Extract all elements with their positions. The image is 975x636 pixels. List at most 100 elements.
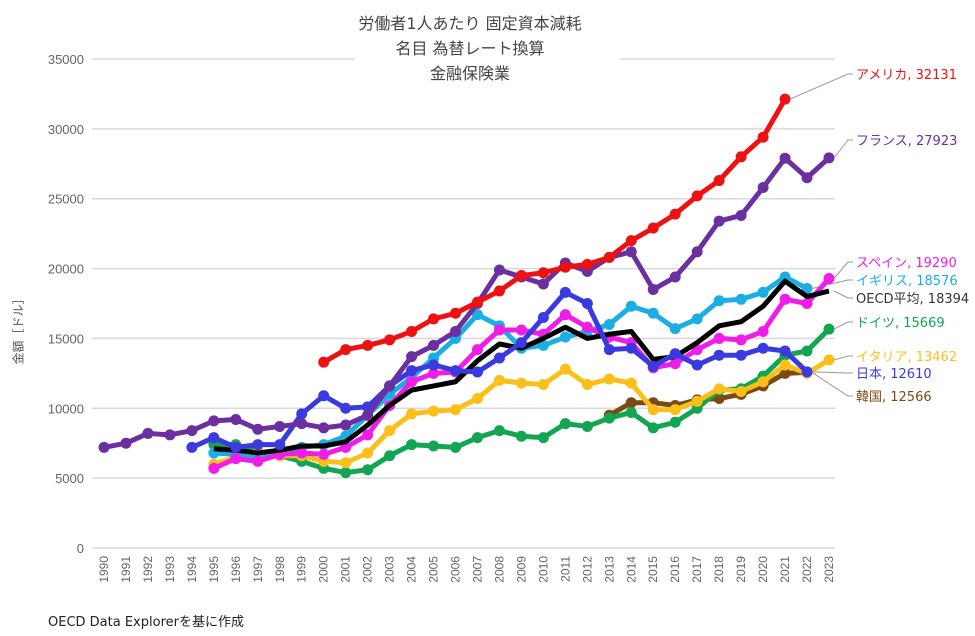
x-tick-label: 2001 — [339, 556, 353, 583]
x-tick-label: 2000 — [317, 556, 331, 583]
data-point-イギリス — [625, 300, 637, 312]
data-point-フランス — [669, 271, 681, 283]
data-point-イギリス — [669, 323, 681, 335]
data-point-フランス — [340, 419, 352, 431]
data-point-スペイン — [318, 448, 330, 460]
data-point-アメリカ — [559, 261, 571, 273]
data-point-アメリカ — [450, 307, 462, 319]
x-tick-label: 2008 — [492, 556, 506, 583]
data-point-イタリア — [537, 379, 549, 391]
data-point-イギリス — [537, 339, 549, 351]
data-point-フランス — [713, 215, 725, 227]
data-point-日本 — [274, 439, 286, 451]
data-point-スペイン — [581, 321, 593, 333]
data-point-日本 — [515, 337, 527, 349]
data-point-イタリア — [823, 354, 835, 366]
data-point-アメリカ — [735, 151, 747, 163]
leader-line — [789, 73, 853, 100]
data-point-イタリア — [669, 404, 681, 416]
x-tick-label: 2007 — [470, 556, 484, 583]
x-tick-label: 1998 — [273, 556, 287, 583]
data-point-日本 — [603, 344, 615, 356]
data-point-アメリカ — [779, 93, 791, 105]
data-point-フランス — [691, 246, 703, 258]
data-point-ドイツ — [406, 439, 418, 451]
data-point-アメリカ — [603, 251, 615, 263]
data-point-スペイン — [823, 272, 835, 284]
y-tick-label: 20000 — [48, 262, 84, 277]
data-point-ドイツ — [559, 418, 571, 430]
data-point-アメリカ — [493, 285, 505, 297]
data-point-イタリア — [647, 404, 659, 416]
data-point-アメリカ — [647, 222, 659, 234]
series-line-アメリカ — [322, 97, 788, 365]
data-point-ドイツ — [450, 441, 462, 453]
data-point-スペイン — [515, 324, 527, 336]
data-point-フランス — [625, 246, 637, 258]
data-point-イタリア — [581, 379, 593, 391]
x-tick-label: 2015 — [646, 556, 660, 583]
data-point-日本 — [801, 366, 813, 378]
data-point-ドイツ — [537, 432, 549, 444]
series-line-OECD平均 — [213, 278, 830, 456]
data-point-スペイン — [801, 298, 813, 309]
data-point-イタリア — [515, 377, 527, 389]
data-point-ドイツ — [581, 420, 593, 432]
data-point-日本 — [493, 352, 505, 364]
x-tick-label: 2003 — [383, 556, 397, 583]
series-end-label: OECD平均, 18394 — [856, 292, 969, 307]
data-point-フランス — [450, 325, 462, 337]
data-point-日本 — [230, 441, 242, 453]
x-tick-label: 1999 — [295, 556, 309, 583]
data-point-日本 — [735, 349, 747, 361]
x-tick-label: 2010 — [536, 556, 550, 583]
data-point-イタリア — [340, 457, 352, 469]
series-end-label: フランス, 27923 — [856, 134, 957, 149]
x-tick-label: 2014 — [624, 556, 638, 583]
data-point-アメリカ — [406, 325, 418, 337]
data-point-日本 — [625, 342, 637, 354]
data-point-日本 — [340, 402, 352, 414]
data-point-日本 — [537, 311, 549, 323]
data-point-日本 — [450, 365, 462, 377]
x-tick-label: 2022 — [800, 556, 814, 583]
data-point-イタリア — [713, 383, 725, 395]
data-point-スペイン — [428, 367, 440, 379]
data-point-スペイン — [735, 334, 747, 346]
data-point-イタリア — [603, 373, 615, 385]
y-tick-label: 15000 — [48, 331, 84, 346]
x-tick-label: 2020 — [756, 556, 770, 583]
y-tick-label: 10000 — [48, 401, 84, 416]
y-axis-label: 金額［ドル］ — [11, 292, 26, 365]
leader-line — [833, 261, 853, 279]
data-point-日本 — [779, 345, 791, 357]
data-point-フランス — [318, 422, 330, 434]
x-tick-label: 2023 — [822, 556, 836, 583]
x-tick-label: 1991 — [119, 556, 133, 583]
data-point-日本 — [406, 365, 418, 377]
data-point-アメリカ — [669, 208, 681, 220]
data-point-アメリカ — [318, 356, 330, 368]
data-point-フランス — [274, 420, 286, 432]
data-point-フランス — [428, 339, 440, 351]
data-point-アメリカ — [471, 296, 483, 308]
series-end-label: イギリス, 18576 — [856, 274, 958, 289]
data-point-フランス — [98, 441, 110, 453]
data-point-イギリス — [757, 286, 769, 298]
data-point-スペイン — [559, 309, 571, 321]
data-point-スペイン — [757, 325, 769, 337]
leader-line — [812, 371, 853, 374]
series-end-label: 日本, 12610 — [856, 367, 932, 382]
data-point-日本 — [186, 441, 198, 453]
data-point-イギリス — [559, 331, 571, 343]
data-point-スペイン — [779, 293, 791, 305]
data-point-イギリス — [735, 293, 747, 305]
data-point-ドイツ — [625, 406, 637, 418]
x-tick-label: 1992 — [141, 556, 155, 583]
data-point-ドイツ — [471, 432, 483, 444]
y-tick-label: 35000 — [48, 52, 84, 67]
x-tick-label: 1996 — [229, 556, 243, 583]
data-point-スペイン — [493, 324, 505, 336]
data-point-ドイツ — [823, 323, 835, 335]
